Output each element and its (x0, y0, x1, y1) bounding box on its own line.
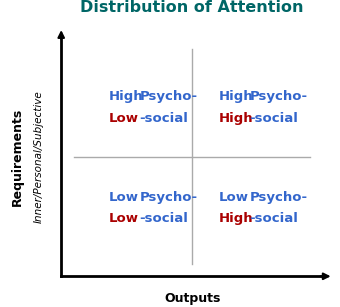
Text: Psycho-: Psycho- (140, 191, 198, 204)
Text: -social: -social (250, 212, 299, 225)
Text: Psycho-: Psycho- (250, 191, 308, 204)
Text: -social: -social (140, 112, 189, 125)
Text: Low: Low (218, 191, 248, 204)
Text: -social: -social (250, 112, 299, 125)
Text: High: High (218, 112, 253, 125)
Text: -social: -social (140, 212, 189, 225)
Text: Low: Low (108, 191, 138, 204)
Text: High: High (218, 90, 253, 103)
Text: Psycho-: Psycho- (250, 90, 308, 103)
Text: Psycho-: Psycho- (140, 90, 198, 103)
Text: Distribution of Attention: Distribution of Attention (80, 0, 304, 15)
Text: High: High (108, 90, 143, 103)
Text: Low: Low (108, 212, 138, 225)
Text: Outputs: Outputs (164, 292, 220, 305)
Text: High: High (218, 212, 253, 225)
Text: Low: Low (108, 112, 138, 125)
Text: Inner/Personal/Subjective: Inner/Personal/Subjective (34, 90, 44, 223)
Text: Requirements: Requirements (11, 107, 23, 206)
